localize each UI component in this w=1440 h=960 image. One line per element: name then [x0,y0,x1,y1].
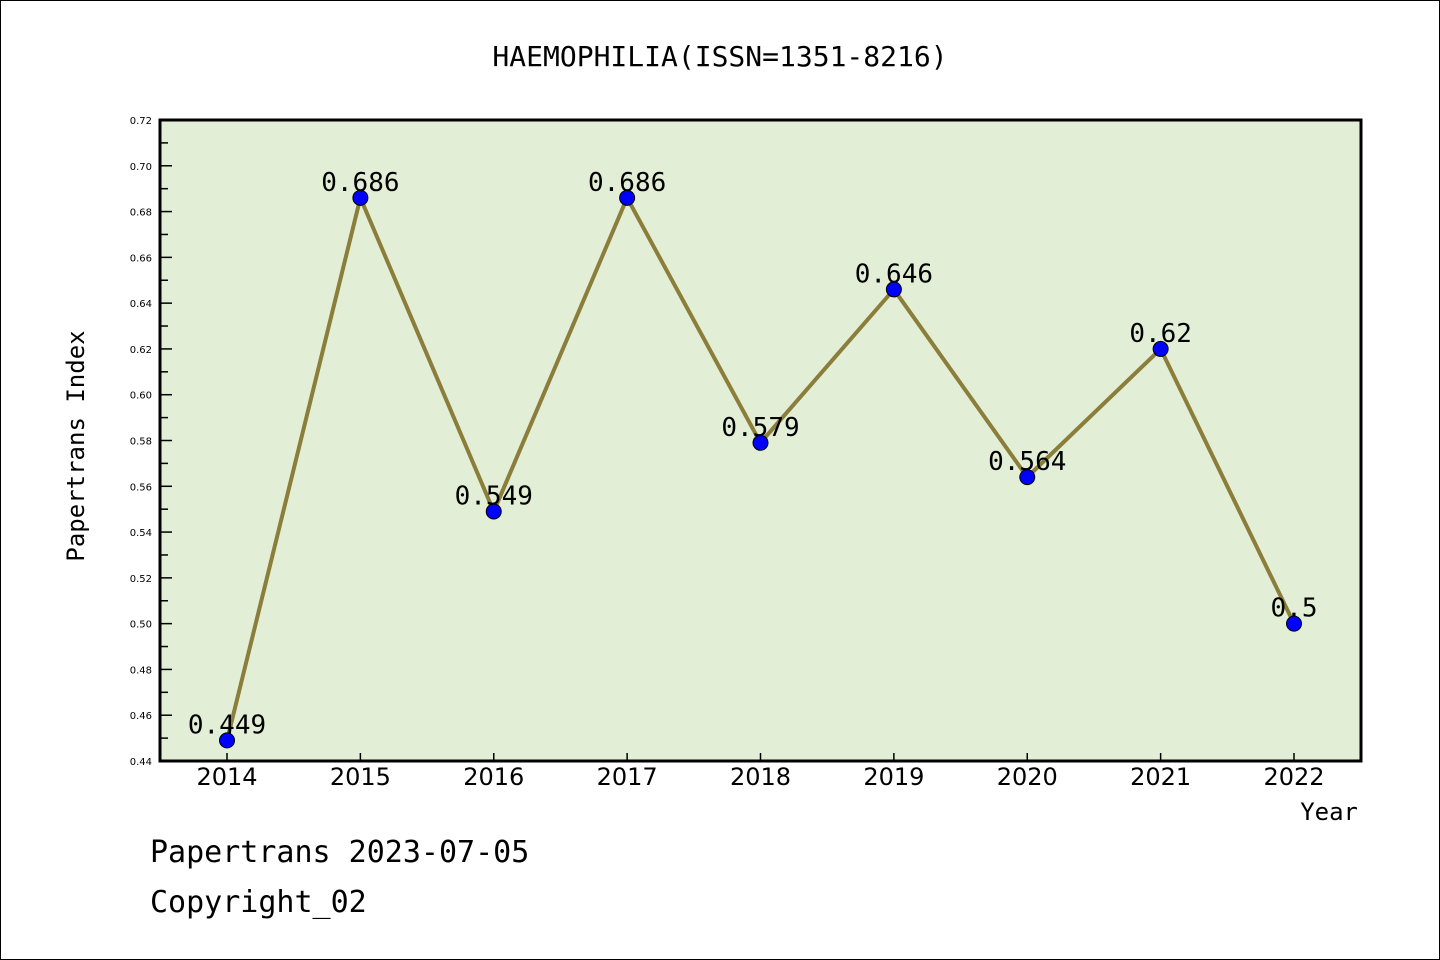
data-point [1019,469,1036,486]
data-label: 0.549 [455,481,533,511]
x-tick-label: 2020 [997,763,1058,791]
y-tick-label: 0.60 [130,391,152,402]
data-point [352,189,369,206]
data-label: 0.564 [988,447,1066,477]
data-point [485,503,502,520]
y-tick-label: 0.48 [130,665,152,676]
x-tick-label: 2022 [1263,763,1324,791]
x-tick-label: 2018 [730,763,791,791]
y-tick-label: 0.46 [130,711,152,722]
x-tick-label: 2017 [597,763,658,791]
data-point [1286,615,1302,632]
x-tick-label: 2019 [863,763,924,791]
data-label: 0.646 [855,259,933,289]
x-tick-label: 2014 [196,763,257,791]
y-tick-label: 0.44 [130,757,152,768]
chart-title: HAEMOPHILIA(ISSN=1351-8216) [492,40,947,73]
y-tick-label: 0.70 [130,162,152,173]
y-tick-label: 0.58 [130,437,152,448]
data-point [1152,340,1169,357]
y-tick-label: 0.66 [130,253,152,264]
data-label: 0.5 [1271,594,1318,624]
y-tick-label: 0.68 [130,208,152,219]
data-point [885,281,902,298]
data-label: 0.686 [321,168,399,198]
x-tick-label: 2016 [463,763,524,791]
data-label: 0.449 [188,710,266,740]
plot-border [158,118,1363,763]
y-axis-label: Papertrans Index [62,330,90,561]
y-tick-label: 0.50 [130,620,152,631]
y-tick-label: 0.62 [130,345,152,356]
y-tick-label: 0.72 [130,116,152,127]
x-axis-label: Year [1300,798,1358,826]
data-point [752,434,769,451]
footer-copyright: Copyright_02 [150,885,367,920]
x-tick-label: 2015 [330,763,391,791]
footer-date: Papertrans 2023-07-05 [150,835,530,870]
y-tick-label: 0.54 [130,528,152,539]
data-label: 0.62 [1129,319,1192,349]
y-tick-label: 0.56 [130,482,152,493]
data-point [219,732,235,749]
data-label: 0.686 [588,168,666,198]
data-point [619,189,636,206]
y-tick-label: 0.52 [130,574,152,585]
y-tick-label: 0.64 [130,299,152,310]
data-label: 0.579 [721,413,799,443]
x-tick-label: 2021 [1130,763,1191,791]
